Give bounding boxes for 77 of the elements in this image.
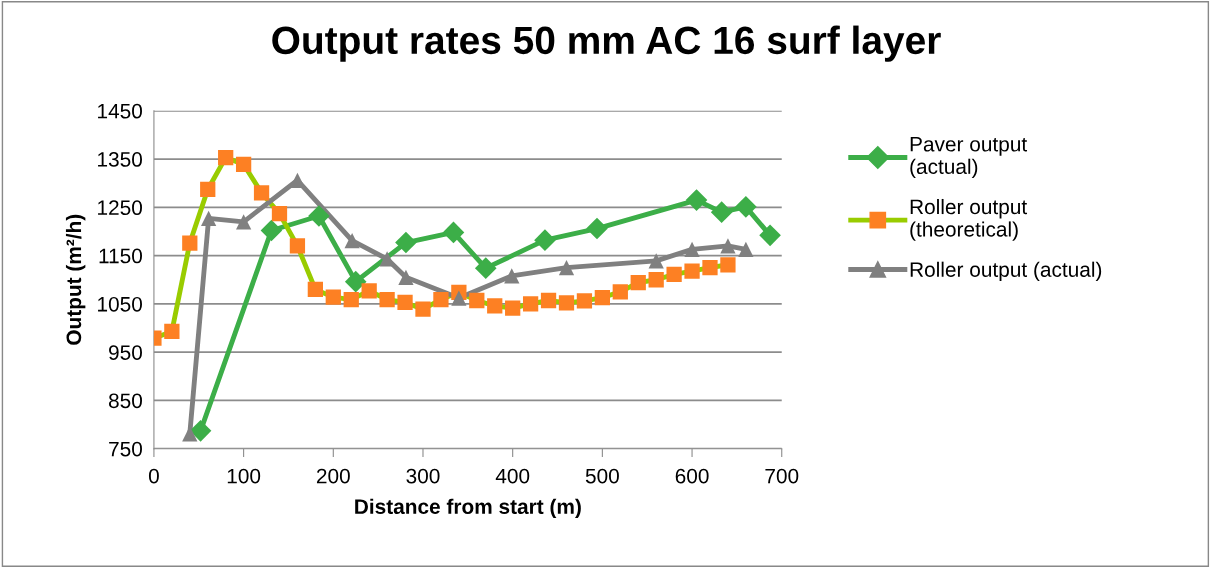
x-tick-label: 100: [227, 468, 261, 484]
point: [344, 270, 367, 293]
x-tick-label: 500: [585, 468, 619, 484]
point: [759, 224, 781, 247]
y-tick-label: 1050: [98, 296, 142, 312]
y-tick-label: 1350: [98, 152, 142, 167]
point: [433, 291, 449, 308]
y-tick-label: 1150: [99, 248, 142, 264]
point: [344, 232, 360, 249]
point: [218, 149, 234, 166]
x-tick-label: 400: [495, 468, 530, 484]
point: [271, 205, 288, 222]
point: [612, 284, 628, 300]
point: [325, 289, 341, 305]
point: [442, 221, 465, 244]
point: [189, 420, 212, 442]
point: [684, 241, 700, 257]
point: [685, 189, 708, 211]
point: [308, 205, 330, 227]
point: [666, 266, 682, 283]
point: [684, 263, 700, 279]
legend-label: Roller output (actual): [910, 261, 1102, 282]
point: [702, 260, 718, 276]
point: [164, 323, 180, 340]
point: [504, 268, 520, 284]
point: [648, 272, 664, 288]
point: [200, 181, 216, 198]
point: [474, 257, 497, 279]
point: [738, 241, 754, 257]
point: [558, 260, 575, 276]
x-axis-title: Distance from start (m): [355, 498, 581, 519]
point: [379, 291, 395, 308]
point: [586, 217, 608, 240]
x-tick-label: 200: [316, 468, 350, 484]
point: [451, 290, 467, 306]
y-tick-label: 1250: [98, 200, 142, 216]
point: [395, 231, 417, 254]
point: [398, 269, 414, 285]
x-tick-label: 700: [765, 468, 799, 484]
point: [182, 235, 198, 251]
point: [343, 291, 359, 308]
point: [720, 238, 736, 254]
point: [235, 156, 252, 172]
point: [235, 214, 252, 230]
y-tick-label: 750: [109, 441, 142, 457]
point: [260, 219, 283, 242]
legend-label: Roller output (theoretical): [910, 198, 1028, 241]
point: [576, 293, 593, 309]
y-tick-label: 950: [109, 345, 142, 360]
point: [505, 300, 521, 316]
point: [469, 292, 485, 309]
y-tick-label: 1450: [98, 103, 142, 119]
point: [487, 298, 503, 314]
point: [522, 296, 539, 312]
point: [397, 294, 413, 311]
point: [415, 301, 431, 317]
point: [735, 196, 757, 218]
point: [630, 275, 646, 291]
point: [558, 295, 575, 311]
point: [720, 257, 736, 273]
y-axis-title: Output (m²/h): [65, 214, 86, 345]
y-tick-label: 850: [108, 393, 142, 409]
point: [594, 289, 610, 306]
chart-title: Output rates 50 mm AC 16 surf layer: [272, 25, 941, 62]
point: [253, 185, 270, 201]
point: [540, 292, 557, 309]
point: [534, 229, 556, 251]
x-tick-label: 0: [148, 468, 159, 484]
x-tick-label: 300: [406, 468, 440, 484]
point: [200, 210, 217, 227]
point: [361, 283, 377, 299]
legend-label: Paver output (actual): [910, 137, 1028, 179]
point: [710, 201, 733, 223]
point: [648, 253, 664, 269]
point: [289, 238, 306, 254]
x-tick-label: 600: [675, 468, 709, 484]
point: [307, 281, 323, 298]
